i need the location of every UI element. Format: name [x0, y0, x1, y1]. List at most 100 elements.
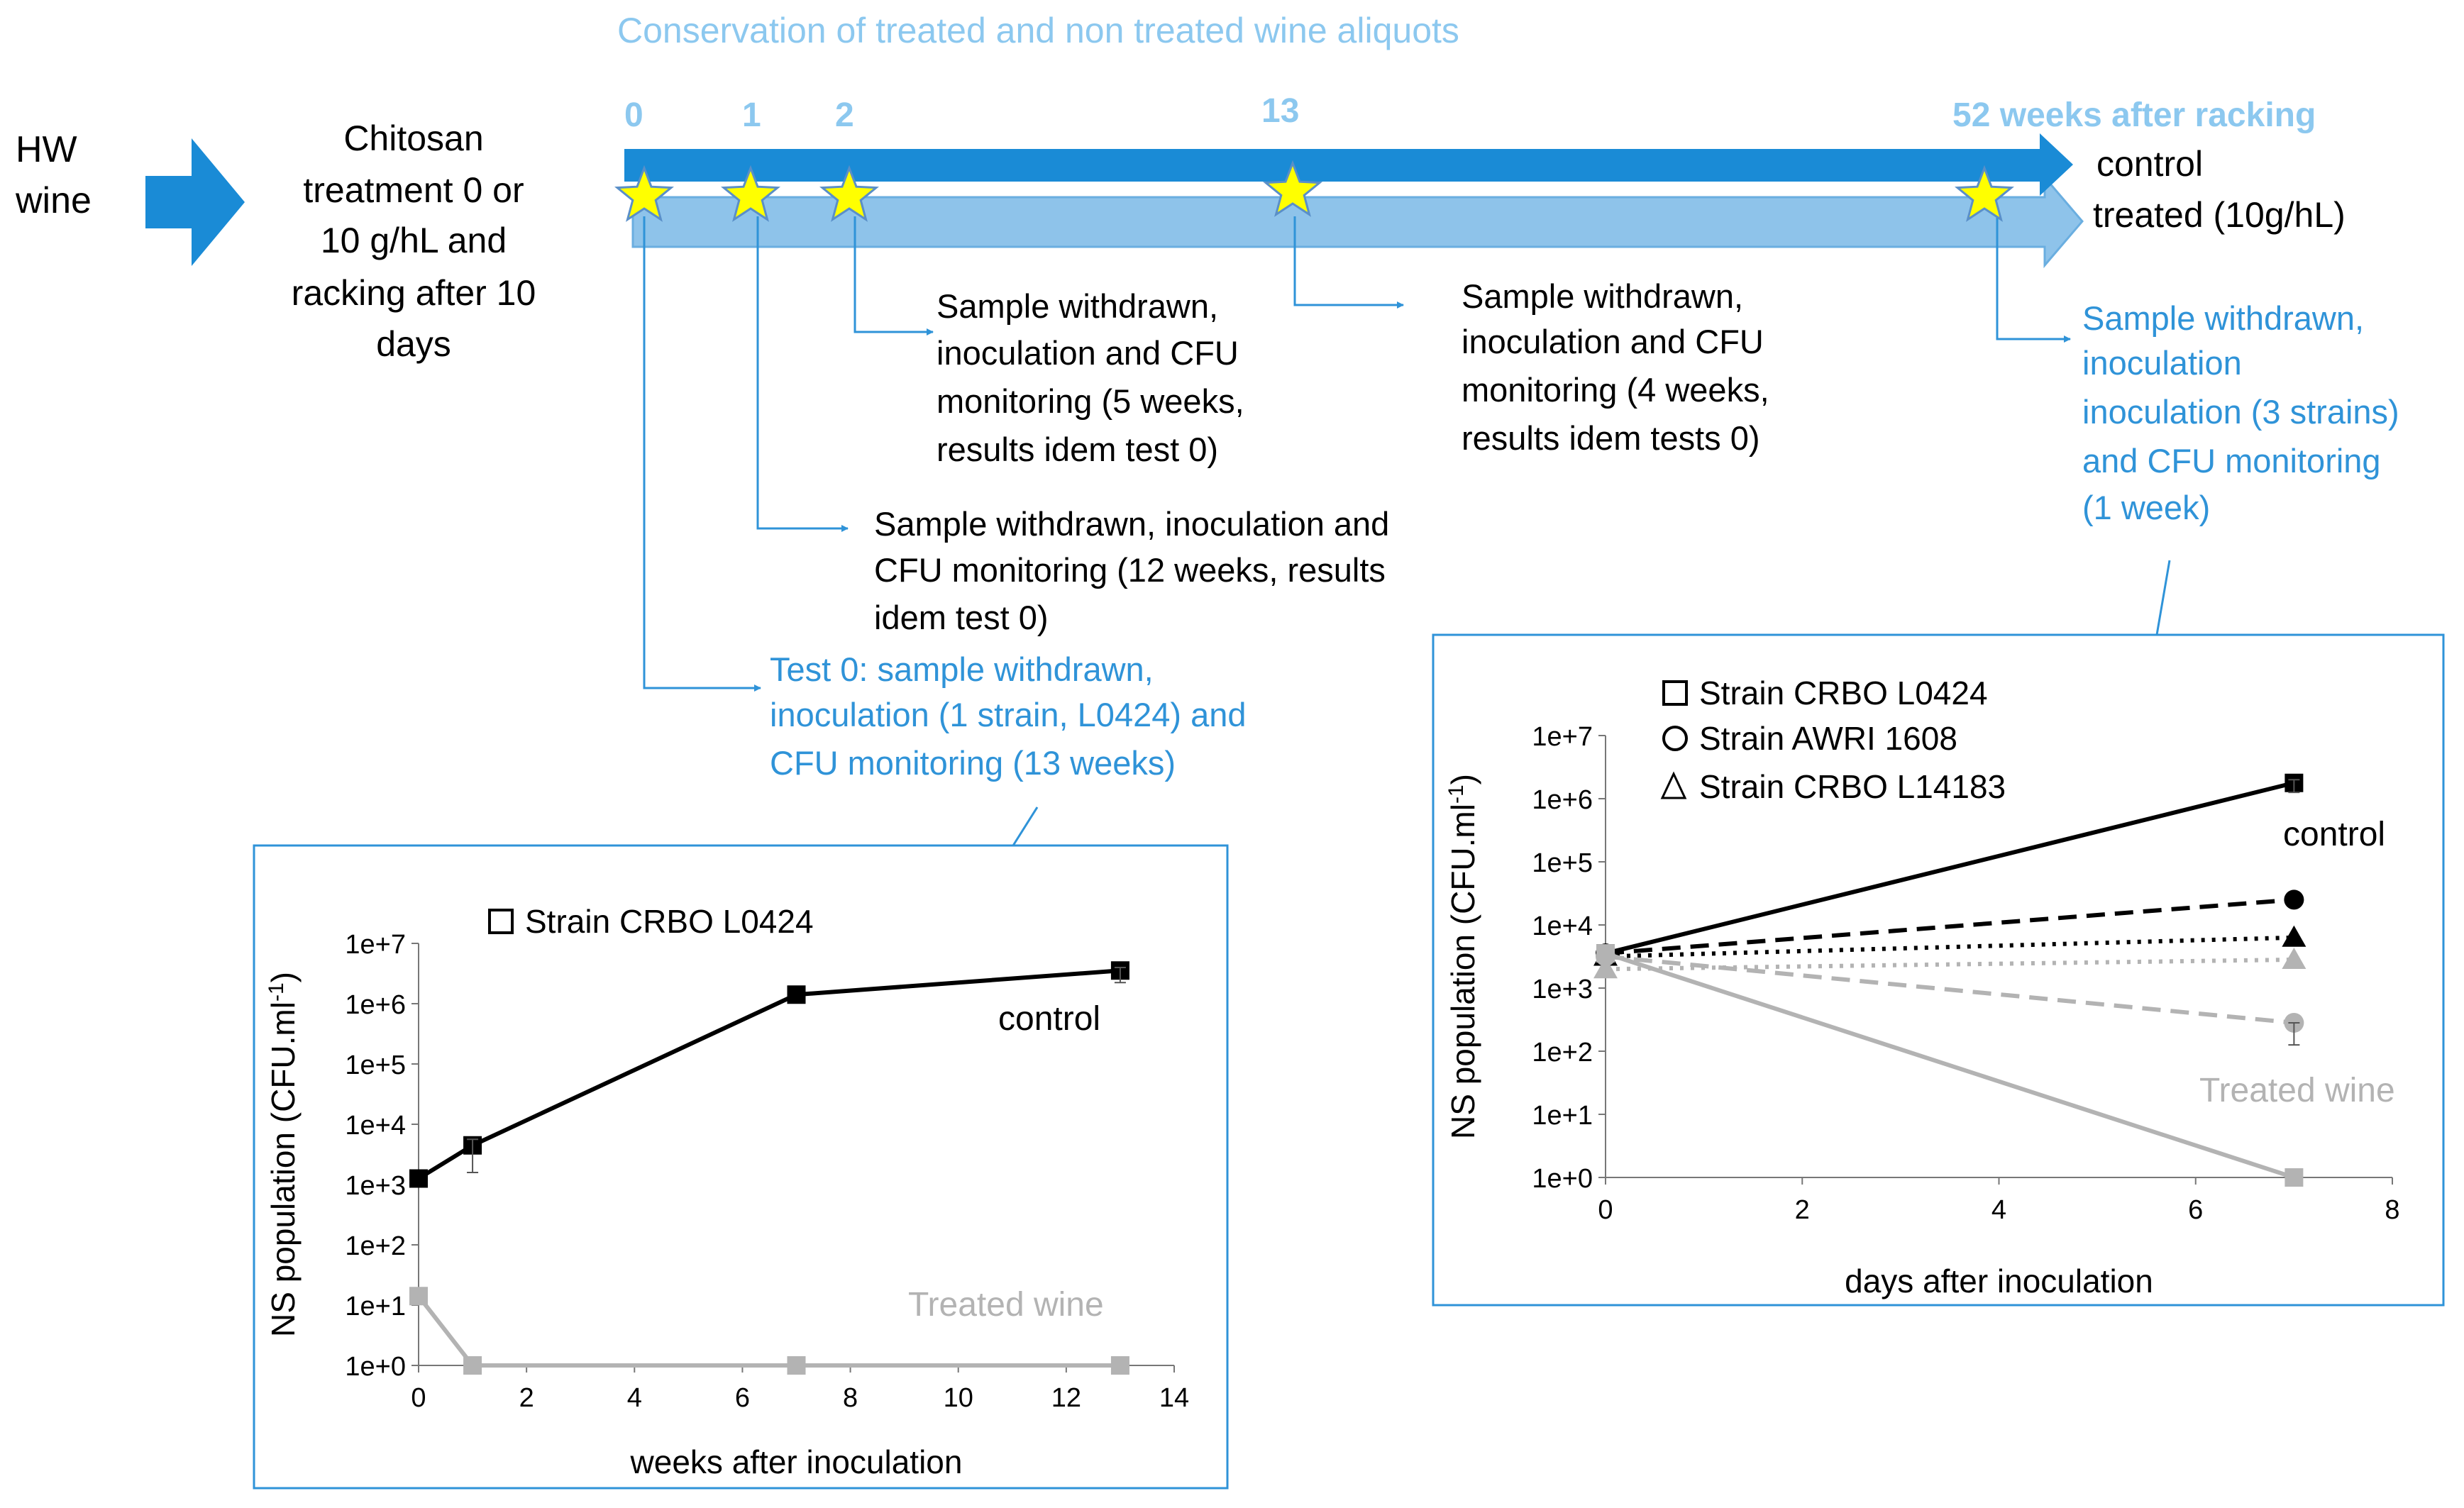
x-tick-label: 2 — [519, 1383, 534, 1413]
legend-triangle-icon — [1660, 771, 1687, 799]
input-label-line2: wine — [15, 180, 92, 221]
legend-label: Strain CRBO L0424 — [1699, 675, 1988, 711]
timeline-star-icon — [614, 165, 674, 222]
x-tick-label: 0 — [1598, 1195, 1613, 1225]
data-point — [409, 1169, 428, 1188]
event-week13-text: Sample withdrawn, inoculation and CFU moni… — [1462, 277, 1769, 457]
control-timeline-bar — [624, 133, 2073, 196]
data-point — [463, 1356, 482, 1375]
timeline-stars — [614, 160, 2014, 222]
data-point — [2284, 889, 2304, 910]
event-text-line: Test 0: sample withdrawn, — [770, 650, 1154, 688]
timeline-mark-13: 13 — [1261, 92, 1299, 130]
y-tick-label: 1e+0 — [345, 1352, 406, 1382]
x-tick-label: 2 — [1795, 1195, 1810, 1225]
series-line — [1605, 954, 2294, 1025]
event-text-line: inoculation (1 strain, L0424) and — [770, 696, 1247, 733]
timeline-mark-52: 52 weeks after racking — [1952, 96, 2316, 134]
event-text-line: CFU monitoring (13 weeks) — [770, 744, 1176, 782]
treated-label: treated (10g/hL) — [2093, 195, 2346, 235]
event-text-line: and CFU monitoring — [2082, 442, 2381, 479]
event-week52-text: Sample withdrawn, inoculation inoculation … — [2082, 299, 2399, 526]
input-label-line1: HW — [16, 129, 77, 170]
event-text-line: inoculation (3 strains) — [2082, 393, 2399, 431]
x-tick-label: 6 — [2188, 1195, 2203, 1225]
y-tick-label: 1e+0 — [1532, 1164, 1593, 1194]
event-text-line: monitoring (5 weeks, — [937, 382, 1244, 420]
y-tick-label: 1e+1 — [345, 1292, 406, 1321]
treatment-line: 10 g/hL and — [321, 221, 507, 260]
legend-label: Strain AWRI 1608 — [1699, 720, 1957, 757]
y-axis-label: NS population (CFU.ml-1) — [1444, 774, 1482, 1139]
y-tick-label: 1e+3 — [1532, 975, 1593, 1004]
timeline-mark-1: 1 — [742, 96, 761, 134]
event-text-line: results idem tests 0) — [1462, 419, 1760, 457]
legend-square-icon — [1662, 680, 1688, 706]
diagram-title: Conservation of treated and non treated … — [617, 11, 1459, 50]
event-text-line: results idem test 0) — [937, 431, 1218, 468]
y-tick-label: 1e+2 — [345, 1231, 406, 1261]
data-point — [409, 1287, 428, 1306]
control-annotation: control — [2283, 816, 2385, 853]
legend-circle-icon — [1662, 726, 1688, 751]
x-tick-label: 10 — [944, 1383, 973, 1413]
x-tick-label: 8 — [2385, 1195, 2399, 1225]
x-tick-label: 12 — [1051, 1383, 1081, 1413]
series-line — [1605, 897, 2294, 956]
y-tick-label: 1e+4 — [1532, 911, 1593, 941]
event-connectors — [643, 216, 2171, 846]
treatment-line: racking after 10 — [292, 273, 536, 313]
data-point — [1110, 1356, 1129, 1375]
chart1-frame — [253, 844, 1229, 1490]
timeline-mark-0: 0 — [624, 96, 643, 134]
event-text-line: inoculation and CFU — [1462, 323, 1764, 360]
treated-annotation: Treated wine — [2199, 1072, 2395, 1109]
event-text-line: idem test 0) — [874, 599, 1049, 636]
chart1: 1e+0 1e+1 1e+2 1e+3 1e+4 1e+5 1e+6 1e+7 0 2 4 6 8 10 1… — [265, 903, 1190, 1480]
series-line — [1605, 951, 2295, 1180]
legend-label: Strain CRBO L0424 — [525, 903, 814, 940]
series-line — [1605, 780, 2295, 955]
y-tick-label: 1e+7 — [345, 930, 406, 960]
data-point — [787, 985, 806, 1004]
event-text-line: monitoring (4 weeks, — [1462, 371, 1769, 409]
control-annotation: control — [998, 1000, 1100, 1038]
event-text-line: (1 week) — [2082, 489, 2210, 526]
event-text-line: Sample withdrawn, inoculation and — [874, 505, 1389, 543]
y-tick-label: 1e+7 — [1532, 722, 1593, 752]
timeline-star-icon — [1955, 165, 2014, 222]
x-axis-label: days after inoculation — [1845, 1263, 2153, 1299]
x-tick-label: 14 — [1159, 1383, 1189, 1413]
treatment-text: Chitosan treatment 0 or 10 g/hL and racking… — [292, 118, 536, 364]
series-line — [417, 968, 1121, 1181]
treated-annotation: Treated wine — [908, 1286, 1104, 1324]
data-point — [2282, 947, 2306, 969]
y-tick-label: 1e+1 — [1532, 1101, 1593, 1131]
y-tick-label: 1e+2 — [1532, 1038, 1593, 1068]
timeline-star-icon — [721, 165, 780, 222]
x-tick-label: 6 — [735, 1383, 750, 1413]
y-tick-label: 1e+6 — [345, 990, 406, 1020]
x-tick-label: 4 — [1991, 1195, 2006, 1225]
data-point — [787, 1356, 806, 1375]
event-week0-text: Test 0: sample withdrawn, inoculation (1 … — [770, 650, 1247, 782]
treatment-line: days — [376, 324, 451, 364]
series-line — [416, 1294, 1120, 1368]
event-text-line: Sample withdrawn, — [937, 287, 1218, 325]
timeline-star-icon — [1263, 160, 1322, 217]
chart2-frame — [1432, 633, 2445, 1307]
y-axis-label: NS population (CFU.ml-1) — [265, 972, 302, 1337]
x-tick-label: 8 — [843, 1383, 858, 1413]
x-tick-label: 4 — [627, 1383, 642, 1413]
data-point — [1596, 946, 1615, 967]
event-week1-text: Sample withdrawn, inoculation and CFU mon… — [874, 505, 1389, 636]
y-tick-label: 1e+5 — [345, 1050, 406, 1080]
timeline-star-icon — [819, 165, 879, 222]
y-tick-label: 1e+6 — [1532, 785, 1593, 815]
treatment-line: treatment 0 or — [303, 170, 524, 210]
data-point — [2282, 925, 2306, 947]
event-text-line: CFU monitoring (12 weeks, results — [874, 551, 1386, 589]
data-point — [2285, 1168, 2304, 1187]
treated-timeline-bar — [631, 174, 2084, 269]
